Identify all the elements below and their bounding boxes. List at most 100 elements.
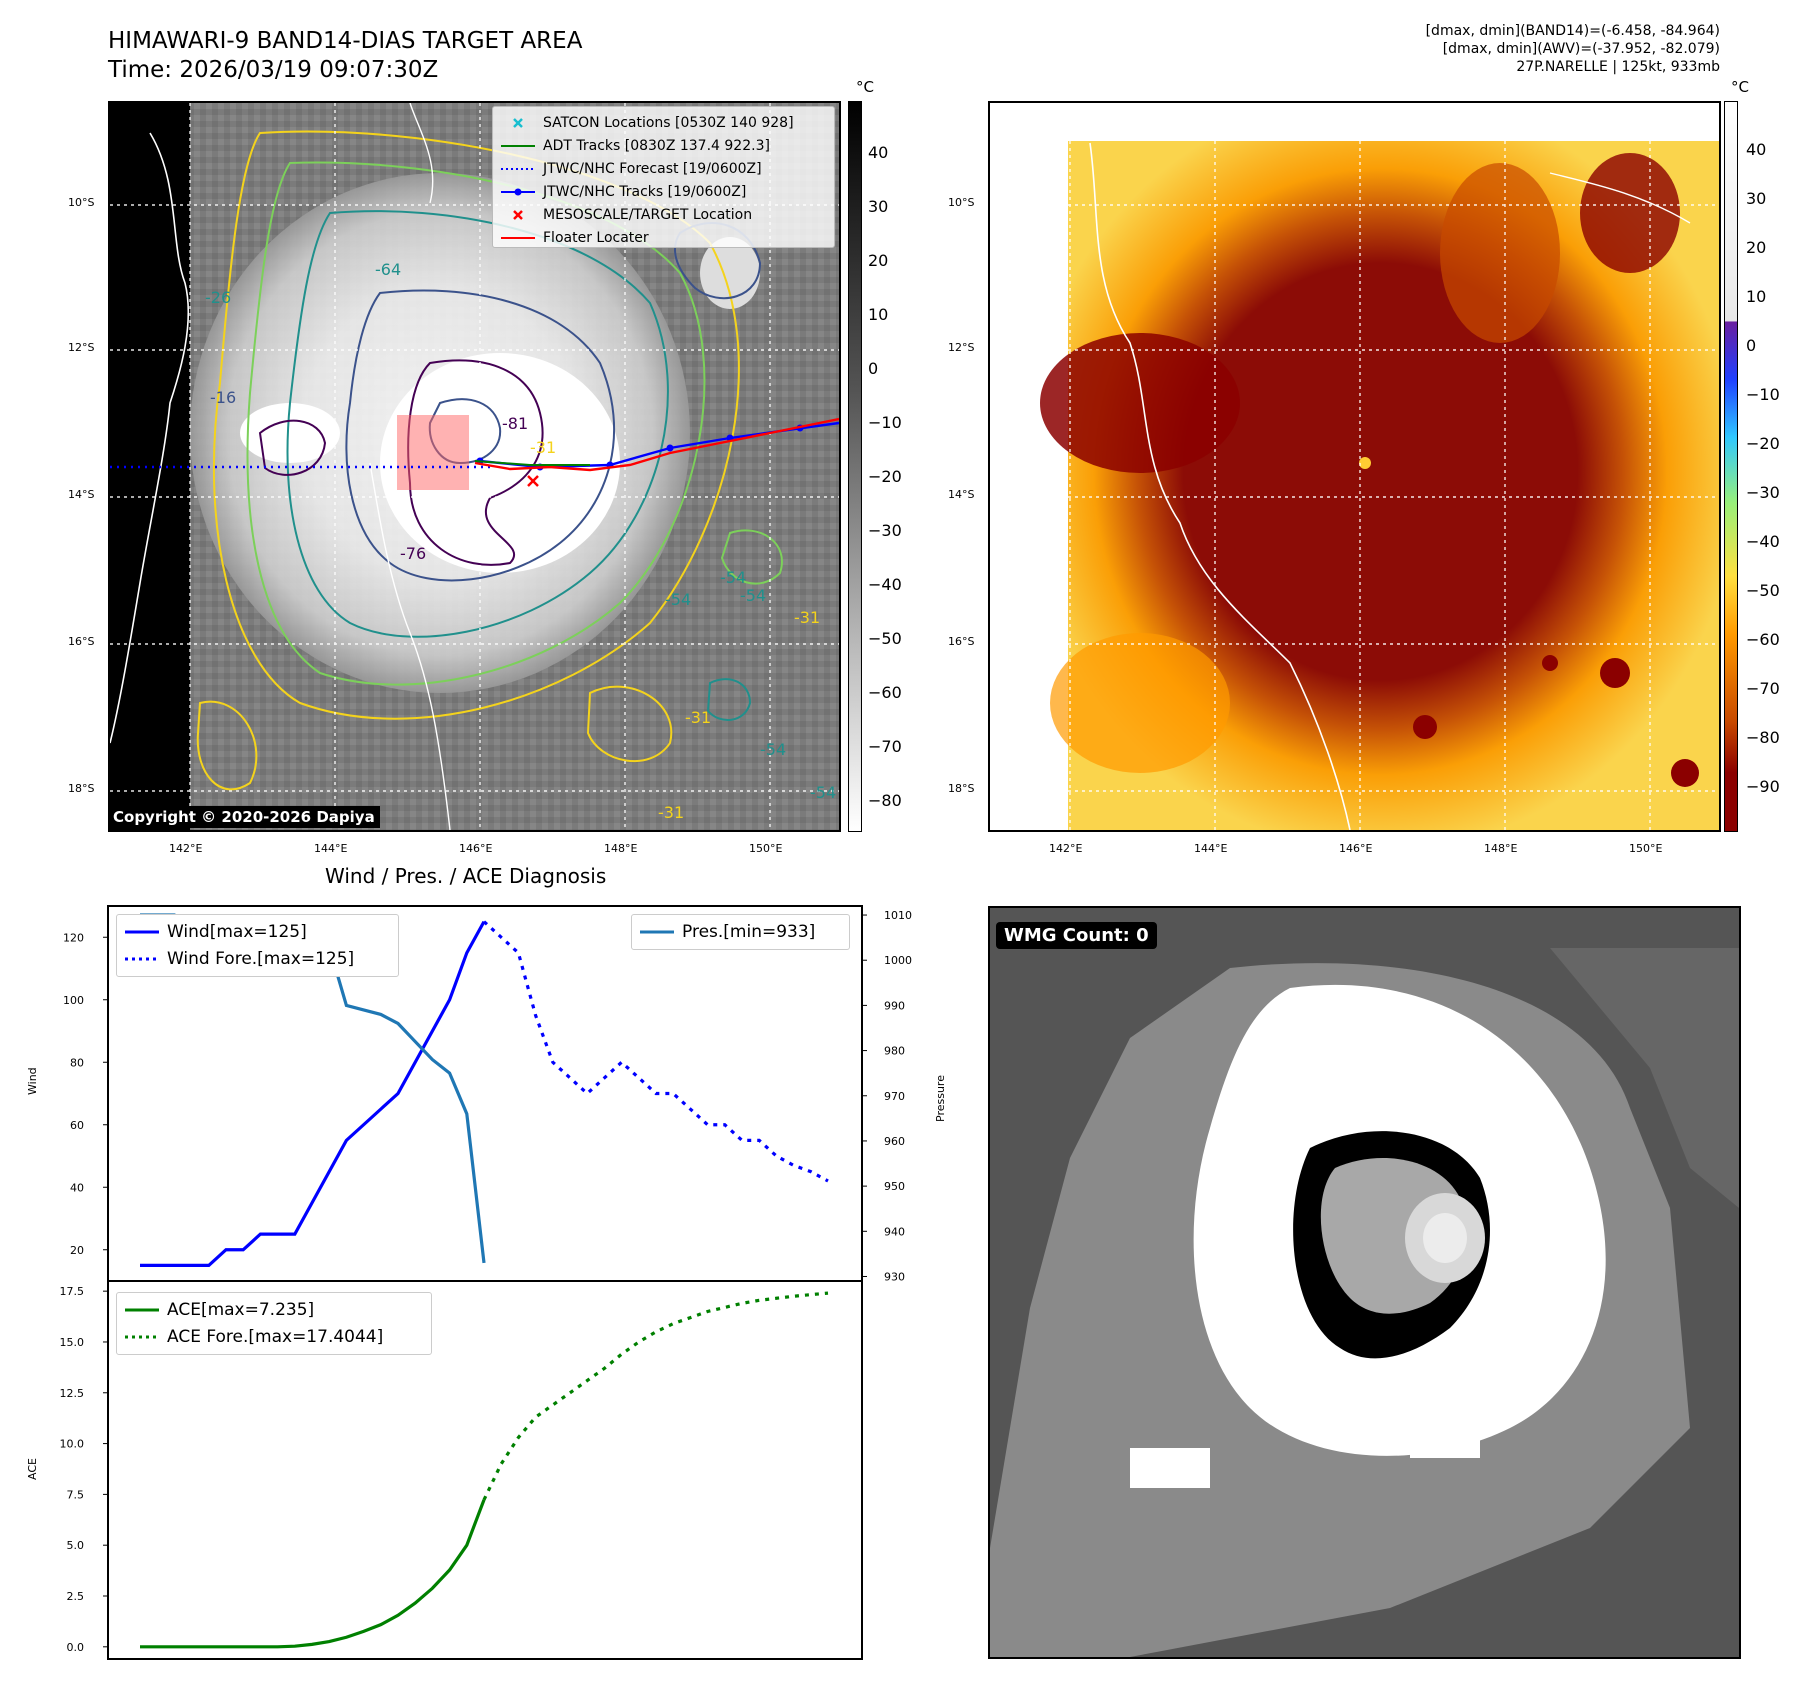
lon-label: 142°E [1049,842,1083,855]
ace-plot-frame [107,1280,863,1660]
contour-label: -16 [210,388,236,407]
pressure-legend: Pres.[min=933] [631,914,850,950]
legend-item-forecast: JTWC/NHC Forecast [19/0600Z] [501,157,826,180]
meta-awv: [dmax, dmin](AWV)=(-37.952, -82.079) [1442,41,1720,57]
colorbar-color-tick: −10 [1746,385,1780,404]
colorbar-color-tick: −90 [1746,777,1780,796]
wmg-count-label: WMG Count: 0 [996,922,1157,949]
colorbar-color-tick: 0 [1746,336,1757,355]
ace-tick-label: 12.5 [60,1387,85,1400]
wind-tick-label: 100 [63,994,84,1007]
lat-label: 10°S [68,196,95,209]
pressure-axis-label: Pressure [934,1075,947,1122]
meta-band14: [dmax, dmin](BAND14)=(-6.458, -84.964) [1425,23,1720,39]
ace-tick-label: 10.0 [60,1438,85,1451]
ace-forecast-line [482,1291,829,1501]
pressure-tick-label: 940 [884,1225,905,1238]
wmg-image [990,908,1739,1657]
wind-tick-label: 40 [70,1181,84,1194]
wind-tick-label: 60 [70,1119,84,1132]
contour-label: -26 [205,288,231,307]
lat-label: 14°S [68,488,95,501]
lon-label: 150°E [749,842,783,855]
colorbar-color-tick: −40 [1746,532,1780,551]
colorbar-color-tick: −80 [1746,728,1780,747]
pressure-tick-label: 980 [884,1045,905,1058]
lon-label: 146°E [459,842,493,855]
colorbar-gray-tick: 30 [868,197,889,216]
lat-label: 12°S [68,341,95,354]
line-icon [501,138,535,154]
contour-label: -31 [685,708,711,727]
legend-item-satcon: SATCON Locations [0530Z 140 928] [501,111,826,134]
dotted-line-icon [125,951,159,967]
legend-item-floater: Floater Locater [501,226,826,249]
ace-tick-label: 0.0 [67,1641,85,1654]
colorbar-color [1724,101,1738,832]
ace-series-line [140,1499,486,1649]
colorbar-color-tick: −50 [1746,581,1780,600]
ace-tick-label: 17.5 [60,1285,85,1298]
ace-tick-label: 5.0 [67,1539,85,1552]
colorbar-gray-tick: −80 [868,791,902,810]
diagnosis-title: Wind / Pres. / ACE Diagnosis [325,864,607,888]
ace-tick-label: 15.0 [60,1336,85,1349]
wmg-panel [988,906,1741,1659]
lat-label: 18°S [68,782,95,795]
colorbar-gray-tick: −40 [868,575,902,594]
pressure-tick-label: 970 [884,1090,905,1103]
contour-label: -31 [658,803,684,822]
lon-label: 148°E [1484,842,1518,855]
colorbar-gray-tick: −10 [868,413,902,432]
colorbar-color-tick: 30 [1746,189,1767,208]
contour-label: -64 [375,260,401,279]
lon-label: 150°E [1629,842,1663,855]
map-time: Time: 2026/03/19 09:07:30Z [108,57,439,83]
lon-label: 146°E [1339,842,1373,855]
pressure-tick-label: 950 [884,1180,905,1193]
wind-tick-label: 120 [63,931,84,944]
ace-tick-label: 2.5 [67,1590,85,1603]
map-legend: SATCON Locations [0530Z 140 928] ADT Tra… [492,106,835,248]
colorbar-color-tick: 20 [1746,238,1767,257]
contour-label: -54 [740,586,766,605]
colorbar-color-tick: 40 [1746,140,1767,159]
lat-label: 10°S [948,196,975,209]
meta-storm: 27P.NARELLE | 125kt, 933mb [1516,59,1720,75]
legend-item-ace: ACE[max=7.235] [125,1296,423,1323]
lon-label: 144°E [1194,842,1228,855]
lat-label: 18°S [948,782,975,795]
colorbar-gray-tick: −60 [868,683,902,702]
colorbar-gray-tick: 40 [868,143,889,162]
contour-label: -54 [810,783,836,802]
line-icon [125,1302,159,1318]
legend-item-wind-fore: Wind Fore.[max=125] [125,945,390,972]
line-marker-icon [501,184,535,200]
contour-label: -54 [760,740,786,759]
contour-label: -54 [720,568,746,587]
wind-series-line [140,920,486,1267]
pressure-tick-label: 1000 [884,954,912,967]
wind-legend: Wind[max=125] Wind Fore.[max=125] [116,914,399,977]
legend-item-adt: ADT Tracks [0830Z 137.4 922.3] [501,134,826,157]
legend-item-pres: Pres.[min=933] [640,918,841,945]
ace-axis-label: ACE [26,1458,39,1480]
pressure-tick-label: 990 [884,999,905,1012]
contour-label: -31 [530,438,556,457]
lat-label: 14°S [948,488,975,501]
colorbar-color-tick: 10 [1746,287,1767,306]
lat-label: 16°S [68,635,95,648]
colorbar-gray [848,101,862,832]
pressure-tick-label: 930 [884,1270,905,1283]
legend-item-tracks: JTWC/NHC Tracks [19/0600Z] [501,180,826,203]
colorbar-gray-unit: °C [856,78,874,96]
diagnosis-chart: 20 40 60 80 100 120 930 940 950 960 970 980 990 1000 1… [60,905,912,1660]
lat-label: 12°S [948,341,975,354]
colorbar-color-unit: °C [1731,78,1749,96]
colorbar-gray-tick: −20 [868,467,902,486]
line-icon [125,924,159,940]
colorbar-gray-tick: −50 [868,629,902,648]
colorbar-color-tick: −20 [1746,434,1780,453]
line-icon [640,924,674,940]
wind-tick-label: 80 [70,1056,84,1069]
